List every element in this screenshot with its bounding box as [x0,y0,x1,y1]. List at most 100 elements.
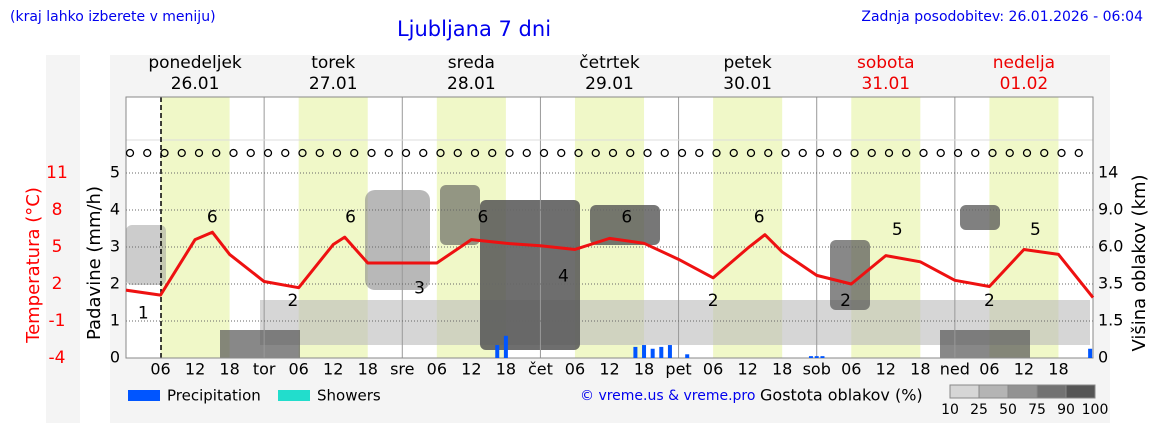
wind-calm [194,148,204,158]
wind-calm [902,148,911,158]
x-tick-label: 06 [979,360,999,379]
wind-row [125,148,1083,158]
cloud-layer [590,205,660,245]
x-tick-label: 18 [219,360,239,379]
wind-calm [298,148,307,158]
day-date: 01.02 [1000,74,1049,94]
x-tick-label: 18 [358,360,378,379]
x-tick-label: 18 [910,360,930,379]
precip-bar [820,356,825,358]
cloud-layer [365,190,430,290]
temp-label: 2 [288,291,299,311]
x-tick-label: 06 [288,360,308,379]
x-tick-label: 18 [496,360,516,379]
wind-calm [419,148,428,158]
precip-bar [685,354,690,358]
temp-label: 6 [207,208,218,228]
wind-calm [125,148,135,158]
wind-calm [263,148,273,158]
y-tick-label: 5 [110,163,120,182]
wind-calm [660,148,669,158]
day-name: sobota [857,53,915,73]
wind-calm [505,148,514,158]
day-name: torek [311,53,355,73]
temp-tick-label: -4 [49,348,66,368]
day-date: 31.01 [861,74,910,94]
temp-tick-label: 2 [52,274,63,294]
wind-calm [643,148,652,158]
cloud-legend-tick: 25 [970,402,988,418]
wind-calm [677,148,687,158]
wind-calm [522,148,531,158]
x-tick-label: 06 [150,360,170,379]
wind-calm [764,148,773,158]
wind-calm [798,148,807,158]
y-tick-label: 1 [110,311,120,330]
side-panel [46,55,80,423]
wind-calm [557,148,566,158]
x-tick-label: 12 [461,360,481,379]
x-tick-label: tor [253,360,276,379]
cloud-legend-swatch [1007,384,1038,399]
day-name: nedelja [993,53,1055,73]
x-tick-label: 12 [876,360,896,379]
day-name: sreda [448,53,495,73]
y2-tick-label: 0 [1098,348,1108,367]
cloud-layer [960,205,1000,230]
y-tick-label: 4 [110,200,120,219]
cloud-layer [220,330,300,358]
day-name: ponedeljek [148,53,242,73]
day-date: 27.01 [309,74,358,94]
cloud-legend-tick: 90 [1057,402,1075,418]
x-tick-label: 18 [772,360,792,379]
x-tick-label: 12 [185,360,205,379]
precip-bar [650,348,655,358]
cloud-legend-tick: 75 [1028,402,1046,418]
temp-label: 3 [414,279,425,299]
day-name: petek [724,53,772,73]
wind-calm [1022,148,1032,158]
wind-calm [850,148,859,158]
cloud-density [126,185,1090,358]
wind-calm [815,148,825,158]
temp-axis-label: Temperatura (°C) [23,187,44,344]
precip-bar [633,346,638,358]
temp-label: 1 [138,303,149,323]
credit: © vreme.us & vreme.pro [580,388,755,404]
y-tick-label: 3 [110,237,120,256]
wind-calm [574,148,583,158]
cloud-layer [440,185,480,245]
wind-calm [470,148,480,158]
wind-calm [315,148,324,158]
precip-bar [659,346,664,358]
precip-bar [1088,348,1093,358]
day-date: 30.01 [723,74,772,94]
legend-label: Showers [317,387,381,405]
y2-tick-label: 3.5 [1098,274,1123,293]
temp-label: 2 [708,291,719,311]
plot-frame [125,96,1094,359]
temp-label: 6 [477,208,488,228]
wind-calm [332,148,342,158]
day-name: četrtek [579,53,640,73]
chart-title: Ljubljana 7 dni [397,17,551,41]
temp-label: 6 [621,208,632,228]
y2-tick-label: 6.0 [1098,237,1123,256]
wind-calm [177,148,186,158]
precip-bar [495,345,500,358]
x-tick-label: 12 [737,360,757,379]
precip-bar [642,345,647,358]
wind-calm [212,148,221,158]
cloud-legend-tick: 10 [941,402,959,418]
wind-calm [143,148,152,158]
x-tick-label: 12 [1014,360,1034,379]
legend-swatch [128,390,160,401]
temp-label: 5 [892,220,903,240]
wind-calm [884,148,894,158]
y2-axis-label: Višina oblakov (km) [1129,174,1150,351]
wind-calm [539,148,549,158]
cloud-legend-swatch [1065,384,1096,399]
day-date: 28.01 [447,74,496,94]
